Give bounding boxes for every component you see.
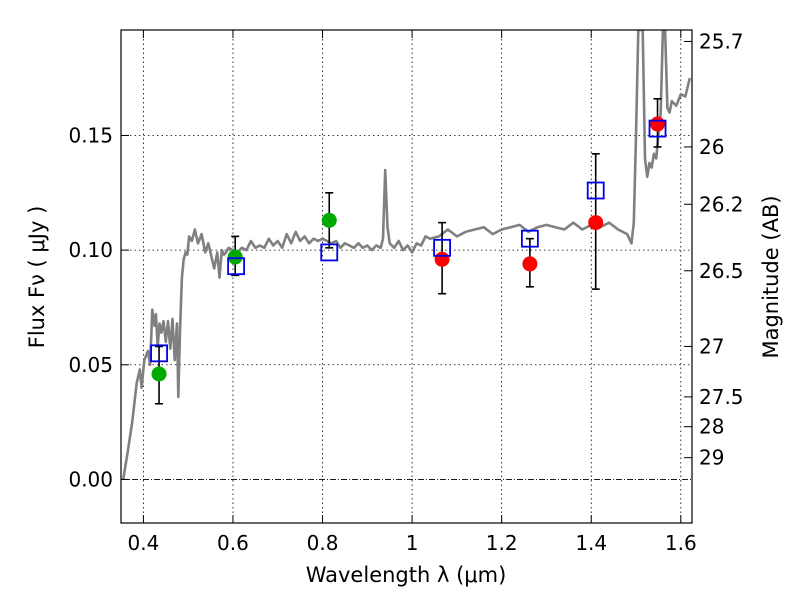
right-tick-label: 25.7 xyxy=(699,29,744,53)
model-box-marker xyxy=(648,119,667,138)
x-tick-label: 0.6 xyxy=(217,531,249,555)
data-point-layer xyxy=(150,116,667,382)
right-tick-label: 26.2 xyxy=(699,192,744,216)
grid xyxy=(121,30,692,523)
red-data-point xyxy=(588,215,604,231)
x-tick-label: 1 xyxy=(406,531,419,555)
x-tick-label: 1.6 xyxy=(665,531,697,555)
red-data-point xyxy=(650,116,666,132)
green-data-point xyxy=(227,249,243,265)
model-spectrum-line xyxy=(121,30,692,480)
right-tick-label: 29 xyxy=(699,446,724,470)
right-tick-label: 26.5 xyxy=(699,259,744,283)
right-tick-label: 27.5 xyxy=(699,385,744,409)
model-box-marker xyxy=(520,229,539,248)
right-axis-label: Magnitude (AB) xyxy=(759,195,783,358)
right-tick-label: 27 xyxy=(699,334,724,358)
model-box-marker xyxy=(586,181,605,200)
y-tick-label: 0.00 xyxy=(68,467,113,491)
model-box-marker xyxy=(227,257,245,276)
tick-layer: 0.4 0.6 0.8 1 1.2 1.4 1.6 0.00 0.05 0.10 0.15 25.7 2… xyxy=(68,29,743,555)
model-spectrum-layer xyxy=(121,30,692,480)
model-box-marker xyxy=(433,238,452,257)
y-tick-label: 0.15 xyxy=(68,123,113,147)
y-axis-label: Flux Fν ( μJy ) xyxy=(25,206,49,349)
model-box-marker xyxy=(320,243,339,262)
right-tick-label: 26 xyxy=(699,135,724,159)
x-tick-label: 1.4 xyxy=(575,531,607,555)
y-tick-label: 0.10 xyxy=(68,238,113,262)
x-tick-label: 0.8 xyxy=(307,531,339,555)
red-data-point xyxy=(434,251,450,267)
y-tick-label: 0.05 xyxy=(68,353,113,377)
x-tick-label: 0.4 xyxy=(127,531,159,555)
green-data-point xyxy=(321,212,337,228)
plot-frame xyxy=(120,29,693,524)
green-data-point xyxy=(151,366,167,382)
red-data-point xyxy=(522,256,538,272)
model-box-marker xyxy=(150,344,168,363)
x-axis-label: Wavelength λ (μm) xyxy=(306,563,507,587)
x-tick-label: 1.2 xyxy=(486,531,518,555)
right-tick-label: 28 xyxy=(699,415,724,439)
